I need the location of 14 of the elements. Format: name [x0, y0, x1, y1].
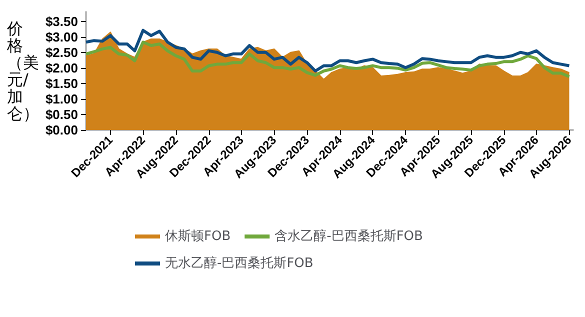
legend-label: 含水乙醇-巴西桑托斯FOB	[274, 229, 423, 244]
y-tick-label: $3.50	[45, 14, 78, 29]
y-axis-title: 价格（美元/加仑）	[7, 19, 39, 123]
y-tick-label: $0.00	[45, 122, 78, 138]
legend-label: 休斯顿FOB	[165, 229, 231, 244]
y-tick-label: $0.50	[45, 106, 78, 122]
legend-label: 无水乙醇-巴西桑托斯FOB	[165, 256, 314, 271]
y-tick-label: $3.00	[45, 29, 78, 44]
line-series	[84, 40, 571, 78]
line-series	[84, 28, 571, 72]
y-tick-label: $2.00	[45, 60, 78, 76]
y-tick-label: $2.50	[45, 44, 78, 60]
y-tick-label: $1.50	[45, 76, 78, 91]
y-tick-label: $1.00	[45, 91, 78, 106]
